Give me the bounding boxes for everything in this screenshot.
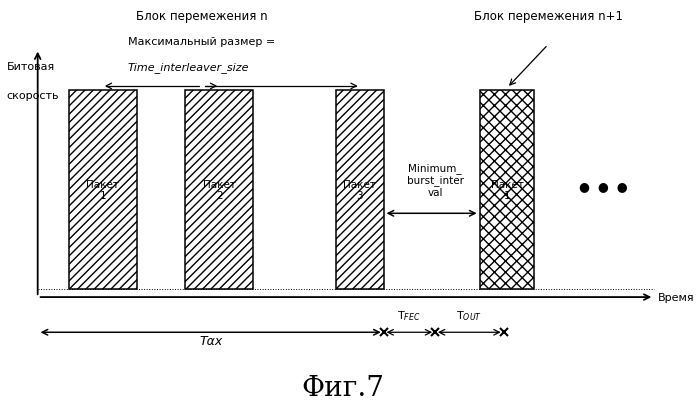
Bar bbox=[69, 91, 137, 289]
Text: Битовая: Битовая bbox=[7, 62, 55, 72]
Bar bbox=[336, 91, 384, 289]
Text: T$_{FEC}$: T$_{FEC}$ bbox=[398, 309, 421, 322]
Text: Tαx: Tαx bbox=[199, 335, 223, 347]
Text: Time_interleaver_size: Time_interleaver_size bbox=[127, 62, 249, 73]
Text: Пакет
3: Пакет 3 bbox=[343, 179, 376, 201]
Text: Пакет
2: Пакет 2 bbox=[203, 179, 236, 201]
Text: Фиг.7: Фиг.7 bbox=[301, 374, 384, 401]
Text: Время: Время bbox=[658, 292, 694, 302]
Text: Блок перемежения n: Блок перемежения n bbox=[136, 10, 268, 23]
Text: Пакет
1: Пакет 1 bbox=[86, 179, 119, 201]
Text: ●  ●  ●: ● ● ● bbox=[579, 179, 627, 192]
Text: T$_{OUT}$: T$_{OUT}$ bbox=[456, 309, 482, 322]
Text: Minimum_
burst_inter
val: Minimum_ burst_inter val bbox=[407, 162, 463, 197]
Text: Максимальный размер =: Максимальный размер = bbox=[129, 37, 276, 47]
Bar bbox=[185, 91, 253, 289]
Text: скорость: скорость bbox=[7, 91, 60, 101]
Text: Пакет
1: Пакет 1 bbox=[491, 179, 524, 201]
Bar bbox=[480, 91, 534, 289]
Text: Блок перемежения n+1: Блок перемежения n+1 bbox=[474, 10, 622, 23]
